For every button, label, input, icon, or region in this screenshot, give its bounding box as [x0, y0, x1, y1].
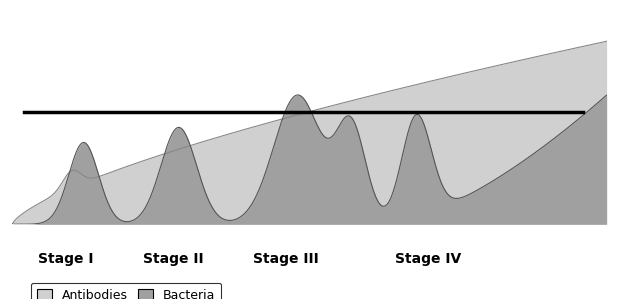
- Text: Stage I: Stage I: [38, 252, 93, 266]
- Text: Stage IV: Stage IV: [395, 252, 462, 266]
- Text: Stage II: Stage II: [142, 252, 203, 266]
- Legend: Antibodies, Bacteria: Antibodies, Bacteria: [30, 283, 222, 299]
- Text: Stage III: Stage III: [253, 252, 319, 266]
